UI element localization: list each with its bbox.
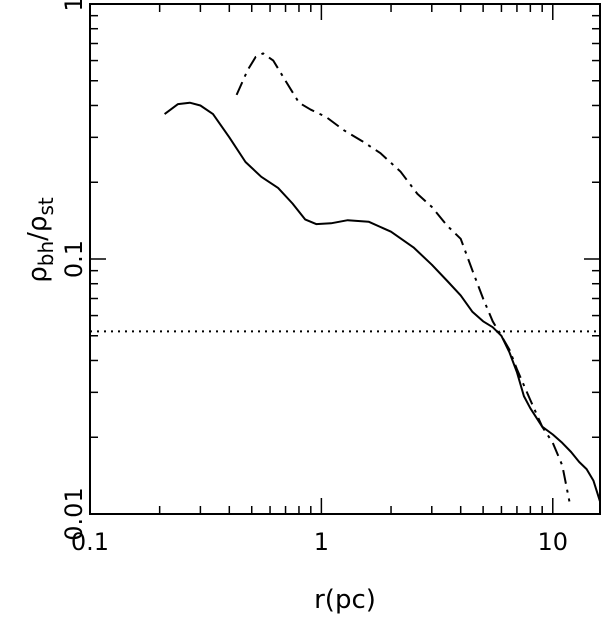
plot-frame [89, 3, 601, 515]
ticks [89, 3, 600, 515]
y-axis-label-rho-2: ρ [23, 216, 53, 233]
y-axis-label-sub-bh: bh [34, 241, 58, 266]
tick-labels: 0.1 1 100.010.11 [60, 0, 568, 556]
x-axis-label: r(pc) [314, 585, 376, 615]
y-tick-label: 1 [60, 0, 88, 12]
x-tick-label: 1 [314, 528, 329, 556]
y-axis-label-sub-st: st [34, 197, 58, 215]
y-axis-label-slash: / [23, 232, 53, 241]
series-line-dashdot [235, 52, 571, 502]
series-group [90, 52, 601, 502]
x-tick-label: 10 [537, 528, 568, 556]
y-axis-label: ρbh/ρst [23, 197, 58, 283]
x-tick-label: 0.1 [71, 528, 109, 556]
series-line-solid [164, 101, 601, 502]
y-tick-label: 0.1 [60, 240, 88, 278]
y-tick-label: 0.01 [60, 487, 88, 540]
y-axis-label-rho-1: ρ [23, 266, 53, 283]
